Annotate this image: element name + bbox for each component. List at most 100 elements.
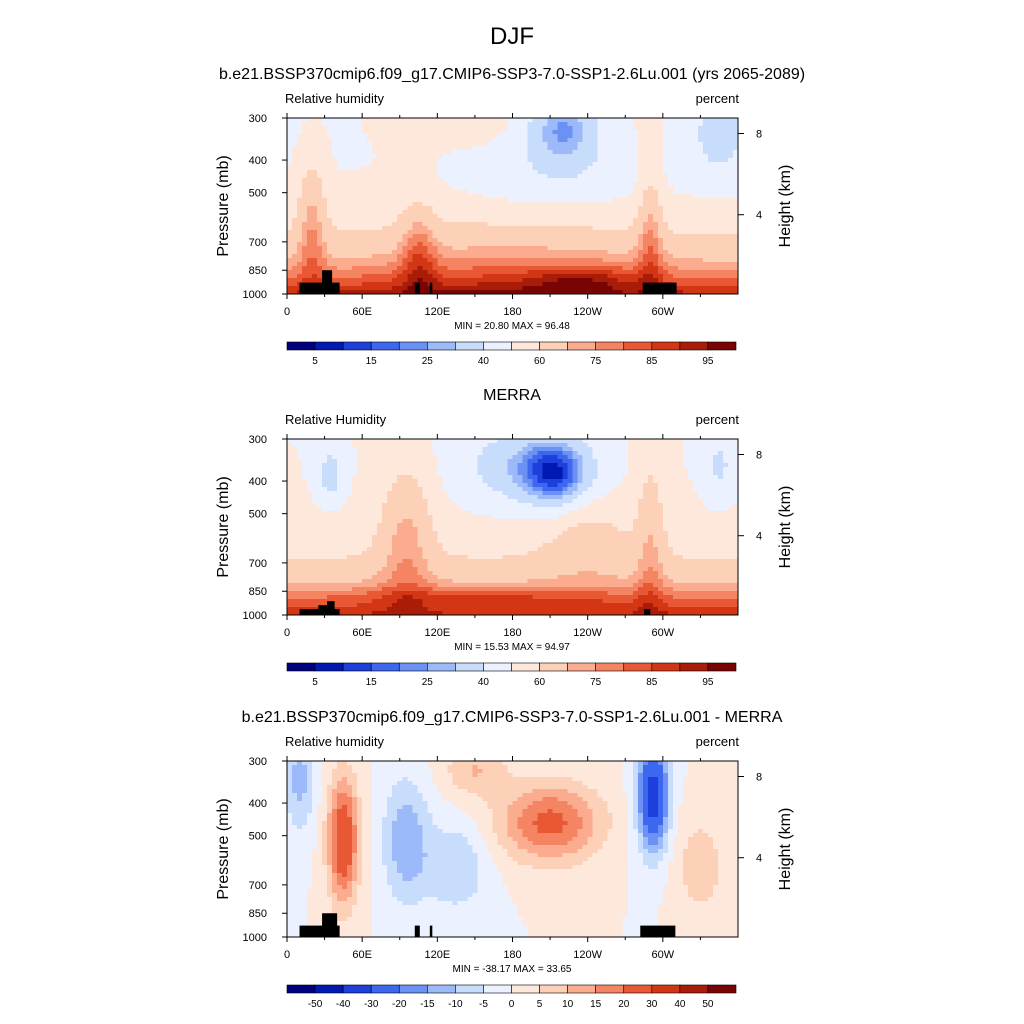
variable-label: Relative humidity	[285, 91, 384, 106]
field-cell	[532, 194, 539, 199]
field-cell	[352, 122, 358, 127]
field-cell	[697, 262, 704, 267]
field-cell	[667, 202, 674, 207]
field-cell	[697, 214, 704, 219]
field-cell	[362, 242, 368, 247]
field-cell	[407, 451, 413, 456]
field-cell	[592, 286, 599, 291]
field-cell	[607, 270, 614, 275]
field-cell	[482, 186, 489, 191]
field-cell	[392, 274, 398, 279]
field-cell	[402, 130, 408, 135]
panel-title: b.e21.BSSP370cmip6.f09_g17.CMIP6-SSP3-7.…	[219, 66, 805, 83]
field-cell	[607, 226, 614, 231]
field-cell	[322, 122, 328, 127]
field-cell	[342, 274, 348, 279]
field-cell	[287, 222, 293, 227]
field-cell	[717, 447, 724, 452]
field-cell	[482, 467, 489, 472]
field-cell	[507, 250, 514, 255]
field-cell	[452, 479, 458, 484]
field-cell	[577, 250, 584, 255]
field-cell	[287, 250, 293, 255]
field-cell	[422, 206, 428, 211]
field-cell	[332, 238, 338, 243]
field-cell	[507, 198, 514, 203]
field-cell	[537, 463, 544, 468]
field-cell	[702, 290, 709, 295]
field-cell	[432, 230, 438, 235]
colorbar-swatch	[398, 341, 428, 351]
field-cell	[647, 246, 654, 251]
contour-field	[287, 439, 739, 616]
field-cell	[597, 439, 604, 444]
field-cell	[682, 282, 689, 287]
field-cell	[497, 150, 504, 155]
field-cell	[407, 262, 413, 267]
field-cell	[477, 258, 484, 263]
field-cell	[417, 439, 423, 444]
field-cell	[652, 142, 659, 147]
field-cell	[457, 146, 463, 151]
field-cell	[637, 174, 644, 179]
field-cell	[517, 439, 524, 444]
field-cell	[517, 467, 524, 472]
field-cell	[582, 467, 589, 472]
field-cell	[537, 286, 544, 291]
field-cell	[312, 194, 318, 199]
field-cell	[477, 186, 484, 191]
field-cell	[547, 242, 554, 247]
field-cell	[727, 186, 734, 191]
field-cell	[317, 186, 323, 191]
field-cell	[507, 451, 514, 456]
field-cell	[667, 190, 674, 195]
field-cell	[422, 198, 428, 203]
field-cell	[687, 451, 694, 456]
field-cell	[472, 154, 479, 159]
field-cell	[402, 447, 408, 452]
field-cell	[332, 202, 338, 207]
field-cell	[637, 467, 644, 472]
field-cell	[632, 286, 639, 291]
field-cell	[512, 218, 519, 223]
field-cell	[472, 122, 479, 127]
field-cell	[437, 162, 443, 167]
field-cell	[667, 214, 674, 219]
field-cell	[527, 234, 534, 239]
field-cell	[287, 154, 293, 159]
field-cell	[442, 278, 448, 283]
field-cell	[532, 290, 539, 295]
field-cell	[522, 270, 529, 275]
field-cell	[727, 467, 734, 472]
field-cell	[527, 194, 534, 199]
field-cell	[452, 206, 458, 211]
field-cell	[427, 198, 433, 203]
field-cell	[672, 278, 679, 283]
field-cell	[442, 467, 448, 472]
field-cell	[492, 154, 499, 159]
field-cell	[607, 166, 614, 171]
field-cell	[597, 266, 604, 271]
field-cell	[287, 246, 293, 251]
field-cell	[537, 202, 544, 207]
field-cell	[552, 178, 559, 183]
field-cell	[342, 459, 348, 464]
field-cell	[707, 274, 714, 279]
field-cell	[702, 186, 709, 191]
field-cell	[627, 146, 634, 151]
field-cell	[662, 150, 669, 155]
field-cell	[542, 222, 549, 227]
field-cell	[332, 455, 338, 460]
field-cell	[512, 186, 519, 191]
field-cell	[317, 246, 323, 251]
field-cell	[347, 178, 353, 183]
field-cell	[577, 182, 584, 187]
field-cell	[392, 218, 398, 223]
field-cell	[377, 443, 383, 448]
field-cell	[452, 463, 458, 468]
field-cell	[337, 134, 343, 139]
field-cell	[552, 278, 559, 283]
field-cell	[487, 246, 494, 251]
field-cell	[327, 463, 333, 468]
field-cell	[627, 170, 634, 175]
